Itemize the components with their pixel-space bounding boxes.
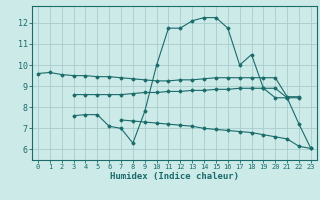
X-axis label: Humidex (Indice chaleur): Humidex (Indice chaleur) <box>110 172 239 181</box>
